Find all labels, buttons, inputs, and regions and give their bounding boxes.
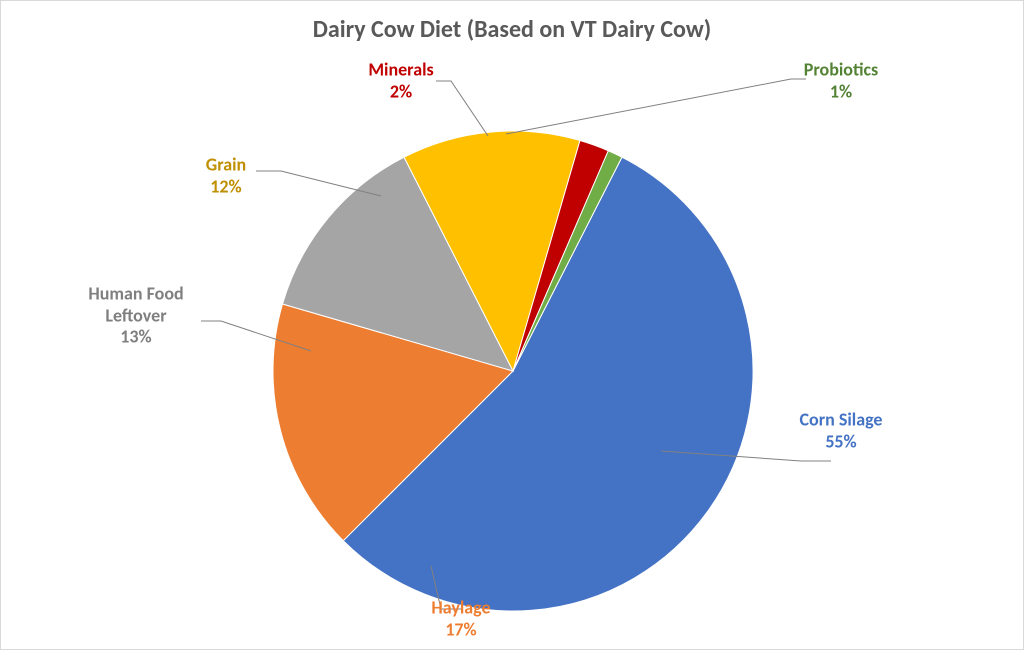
slice-label-pct: 1%: [804, 81, 878, 103]
slice-label-pct: 12%: [206, 176, 246, 198]
slice-label-name: Minerals: [368, 59, 433, 81]
slice-label-pct: 17%: [431, 619, 490, 641]
slice-label-corn-silage: Corn Silage55%: [800, 409, 883, 452]
slice-label-name: Grain: [206, 154, 246, 176]
slice-label-haylage: Haylage17%: [431, 597, 490, 640]
slice-label-pct: 55%: [800, 431, 883, 453]
slice-label-name: Human FoodLeftover: [88, 284, 183, 327]
leader-line: [436, 81, 488, 136]
slice-label-grain: Grain12%: [206, 154, 246, 197]
slice-label-name: Haylage: [431, 597, 490, 619]
slice-label-human-food-leftover: Human FoodLeftover13%: [88, 284, 183, 349]
slice-label-pct: 13%: [88, 327, 183, 349]
slice-label-minerals: Minerals2%: [368, 59, 433, 102]
pie-chart-container: Dairy Cow Diet (Based on VT Dairy Cow) C…: [0, 0, 1024, 650]
slice-label-probiotics: Probiotics1%: [804, 59, 878, 102]
slice-label-name: Corn Silage: [800, 409, 883, 431]
leader-line: [506, 79, 806, 134]
slice-label-name: Probiotics: [804, 59, 878, 81]
slice-label-pct: 2%: [368, 81, 433, 103]
